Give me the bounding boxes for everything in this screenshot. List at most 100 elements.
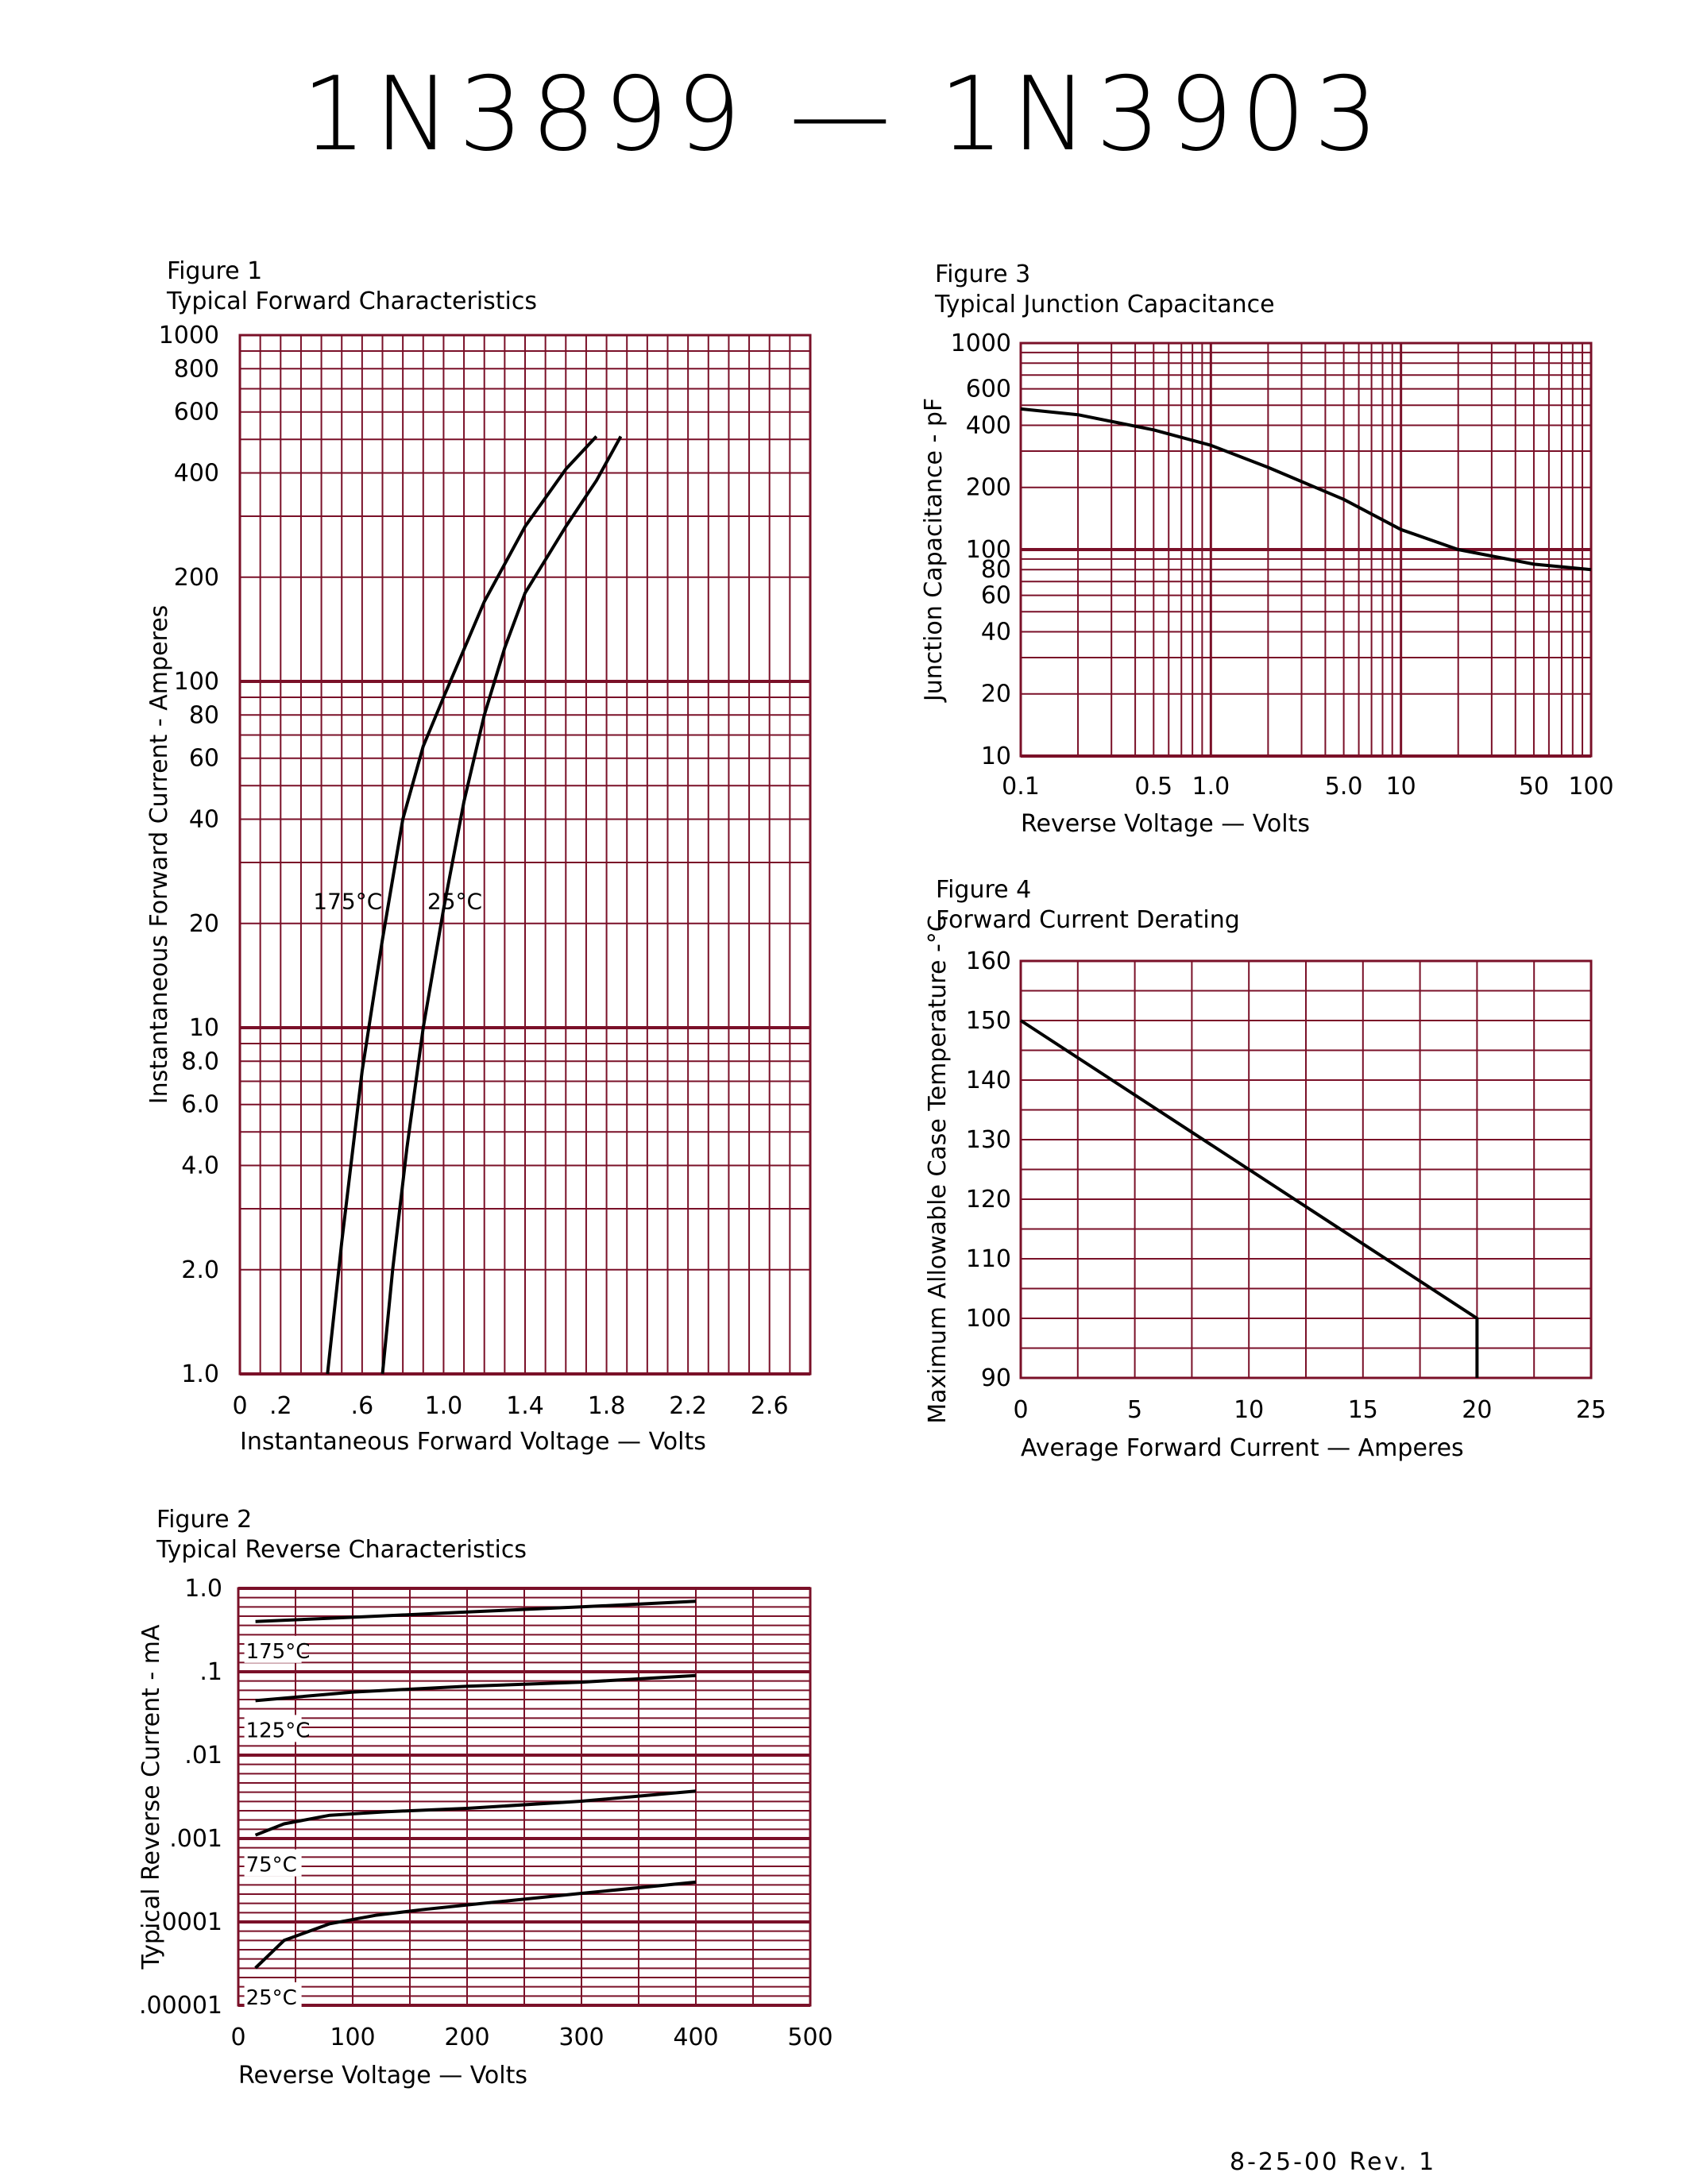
fig1-series-label: 175°C [313, 889, 382, 915]
fig4-x-tick-label: 0 [1013, 1396, 1028, 1424]
fig2-y-axis-title: Typical Reverse Current - mA [137, 1624, 165, 1970]
fig1-y-tick-label: 40 [189, 806, 219, 834]
figure-3-label: Figure 3 [935, 260, 1031, 288]
fig4-x-tick-label: 5 [1127, 1396, 1142, 1424]
figure-3-chart: 0.1 0.5 1.0 5.0 10 50 100102040608010020040060… [920, 330, 1614, 838]
fig2-y-tick-label: 1.0 [184, 1575, 222, 1603]
fig1-y-axis-title: Instantaneous Forward Current - Amperes [145, 605, 173, 1105]
figure-4-heading: Figure 4 Forward Current Derating [936, 875, 1240, 936]
fig2-series-label-bg [244, 1982, 302, 2010]
fig4-y-tick-label: 130 [966, 1126, 1011, 1154]
fig1-y-tick-label: 1.0 [181, 1360, 219, 1388]
fig2-series-175-c-line [255, 1599, 697, 1623]
fig2-y-tick-label: .01 [184, 1742, 222, 1769]
fig4-y-tick-label: 90 [981, 1364, 1011, 1392]
figure-1-label: Figure 1 [167, 257, 263, 285]
fig1-x-tick-label: 1.4 [506, 1392, 544, 1420]
fig2-series-75-c-line [254, 1789, 697, 1837]
revision-note: 8-25-00 Rev. 1 [1230, 2148, 1437, 2176]
fig1-x-axis-title: Instantaneous Forward Voltage — Volts [240, 1428, 706, 1456]
fig3-y-tick-label: 400 [966, 411, 1011, 439]
fig1-x-tick-label: 1.0 [425, 1392, 463, 1420]
fig3-series-cj-line [1020, 407, 1592, 572]
fig2-series-25-c-line [254, 1880, 697, 1970]
fig4-x-tick-label: 25 [1576, 1396, 1606, 1424]
fig1-y-tick-label: 200 [174, 564, 219, 592]
fig1-y-tick-label: 400 [174, 460, 219, 488]
fig2-series-label: 175°C [246, 1640, 311, 1664]
fig3-x-tick-label: 1.0 [1192, 773, 1230, 801]
fig4-x-tick-label: 20 [1462, 1396, 1492, 1424]
fig1-series-25-c-line [380, 435, 623, 1375]
fig3-x-axis-title: Reverse Voltage — Volts [1021, 810, 1310, 838]
fig1-y-tick-label: 10 [189, 1014, 219, 1042]
fig3-x-tick-label: 0.1 [1002, 773, 1040, 801]
fig1-frame [238, 334, 812, 1376]
fig1-y-tick-label: 20 [189, 910, 219, 938]
fig2-x-tick-label: 200 [444, 2024, 489, 2051]
fig4-y-tick-label: 150 [966, 1007, 1011, 1035]
fig4-grid [1019, 959, 1593, 1379]
fig2-frame [237, 1587, 812, 2007]
page-title: 1N3899 — 1N3903 [301, 56, 1387, 174]
fig1-x-tick-label: 2.6 [751, 1392, 789, 1420]
fig3-y-tick-label: 60 [981, 582, 1011, 610]
fig2-x-tick-label: 0 [230, 2024, 245, 2051]
fig1-y-tick-label: 60 [189, 745, 219, 773]
fig1-x-tick-label: 1.8 [588, 1392, 626, 1420]
fig1-grid [238, 334, 812, 1376]
fig1-y-tick-label: 1000 [159, 322, 219, 349]
figure-2-label: Figure 2 [156, 1506, 253, 1534]
fig3-x-tick-label: 0.5 [1134, 773, 1172, 801]
fig1-x-tick-label: .2 [269, 1392, 292, 1420]
fig4-frame [1019, 959, 1593, 1379]
fig2-series-label: 125°C [246, 1719, 311, 1742]
fig3-y-tick-label: 10 [981, 743, 1011, 770]
fig3-x-tick-label: 10 [1386, 773, 1416, 801]
fig2-x-tick-label: 500 [787, 2024, 832, 2051]
fig3-y-tick-label: 80 [981, 556, 1011, 584]
figure-2-heading: Figure 2 Typical Reverse Characteristics [156, 1505, 527, 1565]
fig3-x-tick-label: 5.0 [1325, 773, 1363, 801]
fig2-x-tick-label: 100 [330, 2024, 375, 2051]
fig2-series-label-bg [244, 1635, 302, 1663]
fig3-y-tick-label: 100 [966, 536, 1011, 564]
fig2-y-tick-label: .00001 [139, 1992, 222, 2020]
fig4-y-tick-label: 100 [966, 1305, 1011, 1333]
fig1-y-tick-label: 2.0 [181, 1256, 219, 1284]
fig4-y-axis-title: Maximum Allowable Case Temperature -°C [924, 915, 952, 1424]
fig4-x-tick-label: 10 [1234, 1396, 1264, 1424]
fig1-series-175-c-line [326, 435, 598, 1375]
figure-1-heading: Figure 1 Typical Forward Characteristics [167, 257, 537, 317]
fig3-y-tick-label: 600 [966, 376, 1011, 403]
fig1-y-tick-label: 80 [189, 701, 219, 729]
fig1-y-tick-label: 100 [174, 668, 219, 696]
fig4-x-tick-label: 15 [1348, 1396, 1378, 1424]
fig2-x-axis-title: Reverse Voltage — Volts [238, 2062, 527, 2089]
fig1-x-tick-label: 2.2 [669, 1392, 707, 1420]
figure-2-title: Typical Reverse Characteristics [156, 1536, 527, 1564]
fig3-y-tick-label: 20 [981, 681, 1011, 708]
fig1-y-tick-label: 600 [174, 399, 219, 426]
fig3-y-tick-label: 200 [966, 474, 1011, 502]
fig3-x-tick-label: 100 [1568, 773, 1613, 801]
figure-3-heading: Figure 3 Typical Junction Capacitance [935, 260, 1275, 320]
fig4-y-tick-label: 120 [966, 1186, 1011, 1214]
fig2-y-tick-label: .0001 [154, 1908, 222, 1936]
fig2-grid [237, 1587, 812, 2007]
figure-4-chart: 0 5 10 15 20 25 90 100 110 120 130 140 150 160 Average… [924, 915, 1606, 1462]
figure-4-label: Figure 4 [936, 876, 1032, 904]
fig3-y-tick-label: 40 [981, 618, 1011, 646]
fig4-x-axis-title: Average Forward Current — Amperes [1021, 1434, 1464, 1462]
figure-2-chart: 0 100 200 300 400 500 .00001 .0001 .001 .01 .1 1.0 R… [137, 1575, 833, 2089]
fig2-series-label: 75°C [246, 1854, 297, 1877]
figure-1-chart: 0 .2 .6 1.0 1.4 1.8 2.2 2.6 1.0 2.0 4.0 6.0 8.0 10 20 4… [145, 322, 812, 1456]
fig2-y-tick-label: .001 [169, 1825, 222, 1853]
fig2-y-tick-label: .1 [199, 1658, 222, 1686]
fig2-x-tick-label: 400 [673, 2024, 718, 2051]
fig4-y-tick-label: 110 [966, 1245, 1011, 1273]
fig4-y-tick-label: 140 [966, 1067, 1011, 1094]
fig1-y-tick-label: 8.0 [181, 1048, 219, 1075]
fig1-x-tick-label: .6 [351, 1392, 374, 1420]
fig3-x-tick-label: 50 [1519, 773, 1549, 801]
